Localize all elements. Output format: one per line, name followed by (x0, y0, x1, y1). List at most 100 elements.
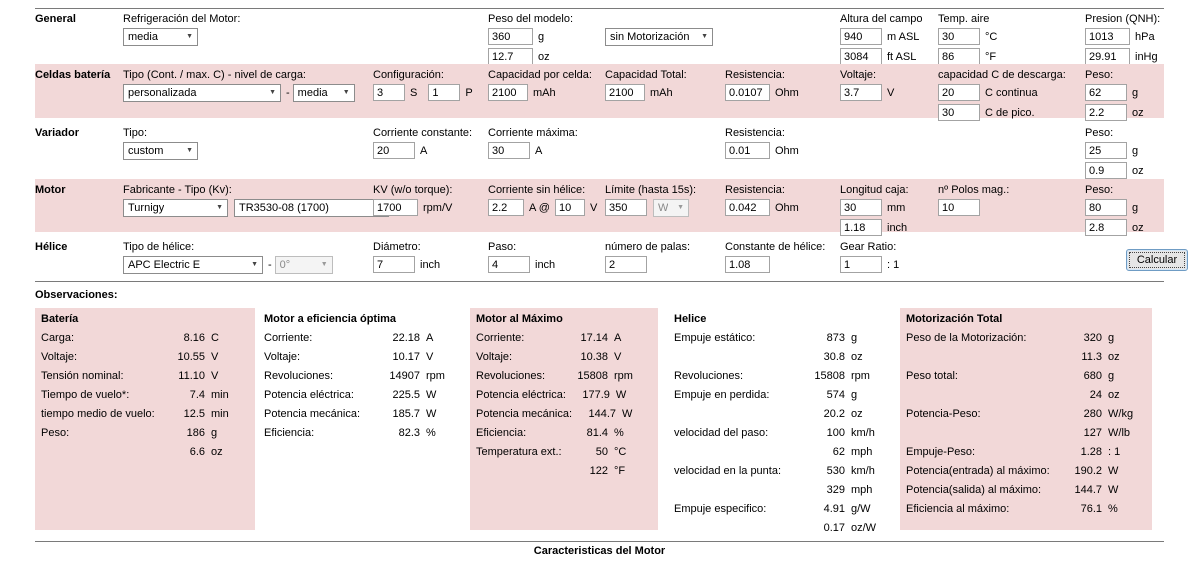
obs-row-value: 14907 (389, 369, 420, 382)
air-temperature-input-0-0[interactable] (938, 28, 980, 45)
prop-pitch-input-0-0[interactable] (488, 256, 530, 273)
obs-row: velocidad en la punta: 530 km/h (674, 461, 889, 480)
battery-cell-type-select-0-2[interactable]: media ▼ (292, 83, 355, 102)
cell-voltage-input-0-0[interactable] (840, 84, 882, 101)
esc-weight-input-0-0[interactable] (1085, 142, 1127, 159)
obs-row: Corriente: 22.18 A (264, 328, 464, 347)
cell-voltage-field: Voltaje: V (840, 69, 897, 102)
dropdown-arrow-icon: ▼ (186, 147, 193, 154)
case-length-input-1-0[interactable] (840, 219, 882, 236)
esc-weight-input-1-0[interactable] (1085, 162, 1127, 179)
esc-resistance-input-0-0[interactable] (725, 142, 770, 159)
drive-mode-label (605, 13, 713, 26)
capacity-per-cell-input-0-0[interactable] (488, 84, 528, 101)
obs-row-label: Potencia mecánica: (264, 407, 360, 420)
prop-pitch-unit-0-1: inch (535, 258, 556, 271)
obs-row-label: Peso: (41, 426, 70, 439)
obs-row-label: Tensión nominal: (41, 369, 124, 382)
blade-count-input-0-0[interactable] (605, 256, 647, 273)
capacity-per-cell-label: Capacidad por celda: (488, 69, 592, 81)
obs-row-unit: rpm (851, 369, 870, 382)
no-load-current-input-0-0[interactable] (488, 199, 524, 216)
no-load-current-unit-0-1: A @ (529, 201, 550, 214)
obs-row-value: 280 (1083, 407, 1102, 420)
obs-row-value: 20.2 (823, 407, 845, 420)
c-rate-input-0-0[interactable] (938, 84, 980, 101)
battery-weight-input-1-0[interactable] (1085, 104, 1127, 121)
battery-resistance-input-0-0[interactable] (725, 84, 770, 101)
dropdown-arrow-icon: ▼ (320, 261, 328, 268)
c-rate-input-1-0[interactable] (938, 104, 980, 121)
obs-row: Eficiencia: 81.4% (476, 423, 652, 442)
field-elevation-input-0-0[interactable] (840, 28, 882, 45)
motor-cooling-select-0-0[interactable]: media ▼ (123, 27, 198, 46)
esc-max-current-unit-0-1: A (535, 144, 543, 157)
obs-row-value: 127 (1083, 426, 1102, 439)
motor-weight-input-0-0[interactable] (1085, 199, 1127, 216)
battery-cell-type-label: Tipo (Cont. / max. C) - nivel de carga: (123, 69, 306, 81)
obs-row-unit: W/kg (1108, 407, 1134, 420)
esc-cont-current-label: Corriente constante: (373, 127, 473, 139)
power-limit-input-0-0[interactable] (605, 199, 647, 216)
esc-max-current-input-0-0[interactable] (488, 142, 530, 159)
drive-mode-select-0-0[interactable]: sin Motorización ▼ (605, 27, 713, 46)
motor-resistance-input-0-0[interactable] (725, 199, 770, 216)
dropdown-arrow-icon: ▼ (677, 204, 684, 211)
prop-diameter-input-0-0[interactable] (373, 256, 415, 273)
model-weight-input-0-0[interactable] (488, 28, 533, 45)
obs-row: 24 oz (906, 385, 1146, 404)
obs-row-unit: % (426, 426, 436, 439)
obs-row-label: Empuje estático: (674, 331, 756, 344)
gear-ratio-input-0-0[interactable] (840, 256, 882, 273)
prop-diameter-label: Diámetro: (373, 241, 421, 253)
prop-type-select-0-0[interactable]: APC Electric E ▼ (123, 255, 263, 274)
obs-row-value: 574 (826, 388, 845, 401)
obs-row-value: 10.38 (580, 350, 608, 363)
configuration-input-0-0[interactable] (373, 84, 405, 101)
esc-max-current-field: Corriente máxima: A (488, 127, 578, 160)
calculate-button[interactable]: Calcular (1126, 249, 1188, 271)
pressure-qnh-input-1-0[interactable] (1085, 48, 1130, 65)
total-capacity-input-0-0[interactable] (605, 84, 645, 101)
kv-rating-field: KV (w/o torque): rpm/V (373, 184, 455, 217)
obs-row-unit: A (426, 331, 434, 344)
air-temperature-input-1-0[interactable] (938, 48, 980, 65)
obs-row-unit: oz (211, 445, 223, 458)
prop-type-select-0-2[interactable]: 0° ▼ (274, 255, 333, 274)
obs-row: velocidad del paso: 100 km/h (674, 423, 889, 442)
esc-weight-label: Peso: (1085, 127, 1114, 139)
obs-row-label: velocidad en la punta: (674, 464, 782, 477)
obs-row-label: Carga: (41, 331, 75, 344)
magnet-poles-input-0-0[interactable] (938, 199, 980, 216)
obs-row-unit: oz (851, 407, 863, 420)
battery-weight-input-0-0[interactable] (1085, 84, 1127, 101)
pressure-qnh-input-0-0[interactable] (1085, 28, 1130, 45)
obs-panel-propeller: Helice Empuje estático: 873 g 30.8 oz Revoluci… (668, 308, 895, 540)
obs-row-unit: V (211, 369, 219, 382)
obs-row-label: Potencia eléctrica: (476, 388, 566, 401)
air-temperature-unit-1-1: °F (985, 50, 997, 63)
esc-type-select-0-0[interactable]: custom ▼ (123, 141, 198, 160)
motor-weight-input-1-0[interactable] (1085, 219, 1127, 236)
kv-rating-input-0-0[interactable] (373, 199, 418, 216)
motor-type-select-0-0[interactable]: Turnigy ▼ (123, 198, 228, 217)
obs-row-value: 530 (826, 464, 845, 477)
magnet-poles-label: nº Polos mag.: (938, 184, 1010, 196)
configuration-input-0-2[interactable] (428, 84, 461, 101)
field-elevation-input-1-0[interactable] (840, 48, 882, 65)
battery-cell-type-select-0-0[interactable]: personalizada ▼ (123, 83, 281, 102)
no-load-current-input-0-2[interactable] (554, 199, 585, 216)
obs-row-unit: A (614, 331, 622, 344)
obs-row-unit: oz/W (851, 521, 877, 534)
model-weight-input-1-0[interactable] (488, 48, 533, 65)
esc-cont-current-input-0-0[interactable] (373, 142, 415, 159)
obs-row: Tiempo de vuelo*: 7.4 min (41, 385, 249, 404)
obs-row-label: Corriente: (264, 331, 313, 344)
obs-row-value: 62 (832, 445, 845, 458)
obs-row-value: 144.7 (588, 407, 616, 420)
prop-constant-input-0-0[interactable] (725, 256, 770, 273)
case-length-input-0-0[interactable] (840, 199, 882, 216)
power-limit-select-0-1[interactable]: W ▼ (653, 198, 689, 217)
obs-row: 6.6 oz (41, 442, 249, 461)
motor-type-select-0-1[interactable]: TR3530-08 (1700)▼ (234, 198, 389, 217)
